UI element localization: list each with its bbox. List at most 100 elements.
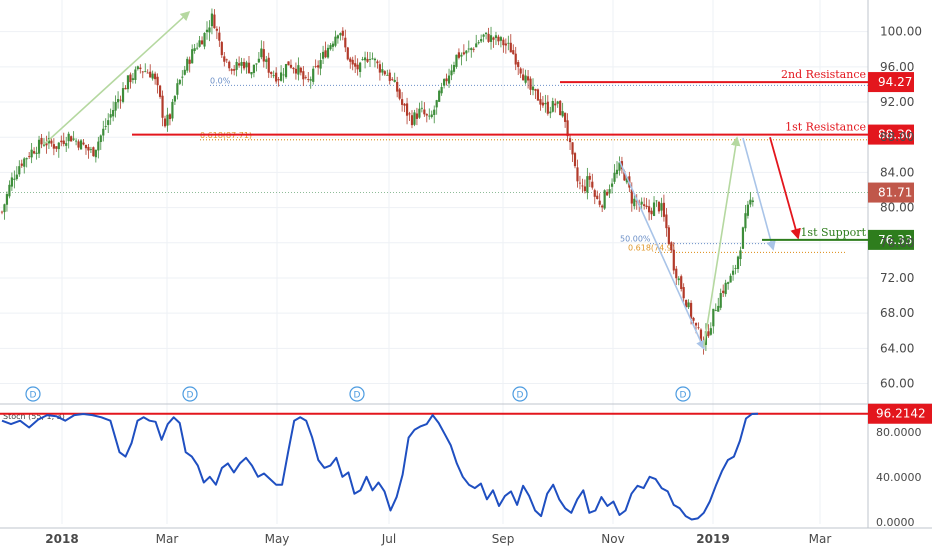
candle: [42, 144, 46, 146]
candle: [196, 47, 199, 49]
candle: [282, 74, 285, 76]
candle: [689, 302, 693, 319]
candle: [571, 142, 574, 155]
time-tick-label: May: [265, 532, 290, 546]
candle: [23, 158, 26, 167]
candle: [709, 328, 712, 335]
last-price-tag: [868, 182, 914, 203]
candle: [541, 102, 544, 106]
candle: [576, 167, 579, 182]
candle: [736, 256, 740, 269]
stochastic-panel: Stoch (55, 1, 3) 80.0000 40.0000 0.0000 96.2…: [0, 403, 932, 529]
candle: [304, 77, 307, 79]
candle: [307, 79, 310, 80]
candle: [655, 200, 658, 202]
candle: [457, 52, 461, 58]
candle: [351, 59, 354, 65]
candle: [40, 137, 43, 145]
candle: [717, 305, 720, 312]
candle: [242, 61, 246, 69]
price-tick-label: 68.00: [880, 306, 914, 320]
candle: [270, 72, 273, 74]
candle: [193, 48, 196, 51]
candle: [356, 64, 359, 70]
candle: [719, 293, 722, 308]
candle: [403, 103, 406, 106]
candle: [559, 100, 562, 116]
candle: [28, 156, 31, 157]
candle: [50, 140, 53, 144]
candle: [561, 111, 564, 117]
price-tick-label: 60.00: [880, 377, 914, 391]
candle: [267, 57, 270, 73]
candle: [524, 75, 527, 83]
price-tick-label: 80.00: [880, 201, 914, 215]
candle: [74, 140, 78, 142]
stoch-label: Stoch (55, 1, 3): [3, 412, 65, 421]
candle: [751, 200, 754, 203]
candle: [420, 107, 423, 109]
stoch-level-tag: [868, 403, 932, 424]
candle: [33, 151, 36, 154]
candle: [707, 331, 710, 337]
candle: [149, 71, 152, 78]
candle: [292, 67, 295, 70]
candle: [238, 63, 241, 66]
price-tick-label: 84.00: [880, 165, 914, 179]
candle: [514, 53, 517, 65]
candle: [667, 227, 670, 244]
candle: [467, 48, 470, 50]
pattern-arrows: [43, 11, 801, 351]
dividend-marker[interactable]: [25, 386, 41, 402]
candle: [608, 189, 611, 194]
candle: [477, 42, 480, 44]
candle: [116, 99, 120, 103]
candle: [79, 140, 83, 150]
candle: [692, 317, 695, 321]
candle: [376, 61, 379, 64]
candle: [126, 75, 130, 90]
dividend-marker[interactable]: [349, 386, 365, 402]
candle: [82, 142, 85, 145]
candle: [188, 59, 191, 64]
dividend-marker[interactable]: [675, 386, 691, 402]
candle: [443, 79, 446, 86]
candle: [341, 30, 344, 36]
candle: [181, 76, 184, 78]
candle: [5, 194, 9, 205]
candle: [386, 74, 389, 76]
dividend-marker[interactable]: [512, 386, 528, 402]
candle: [546, 101, 549, 114]
candle: [124, 87, 127, 90]
candle: [144, 71, 147, 73]
candle: [361, 59, 364, 61]
candle: [67, 133, 70, 142]
time-tick-label: Sep: [492, 532, 515, 546]
candle: [109, 114, 112, 118]
candle: [171, 101, 174, 119]
candle: [623, 171, 626, 181]
candle: [225, 59, 228, 61]
candle: [714, 310, 717, 312]
dividend-marker[interactable]: [182, 386, 198, 402]
level-tag: [868, 72, 914, 93]
candle: [8, 184, 11, 197]
candle: [37, 139, 41, 154]
time-tick-label: 2019: [696, 532, 729, 546]
candle: [588, 175, 591, 180]
candle: [25, 158, 28, 160]
grid: [0, 0, 932, 529]
candle: [284, 64, 288, 78]
candle: [87, 146, 90, 151]
candle: [287, 61, 290, 66]
candle: [398, 89, 401, 99]
price-tick-label: 100.00: [880, 25, 922, 39]
candle: [425, 114, 428, 116]
candle: [578, 182, 582, 184]
candle: [102, 128, 105, 136]
candle: [134, 69, 137, 80]
candle: [522, 74, 525, 81]
candle: [277, 79, 280, 81]
candle: [218, 32, 221, 41]
